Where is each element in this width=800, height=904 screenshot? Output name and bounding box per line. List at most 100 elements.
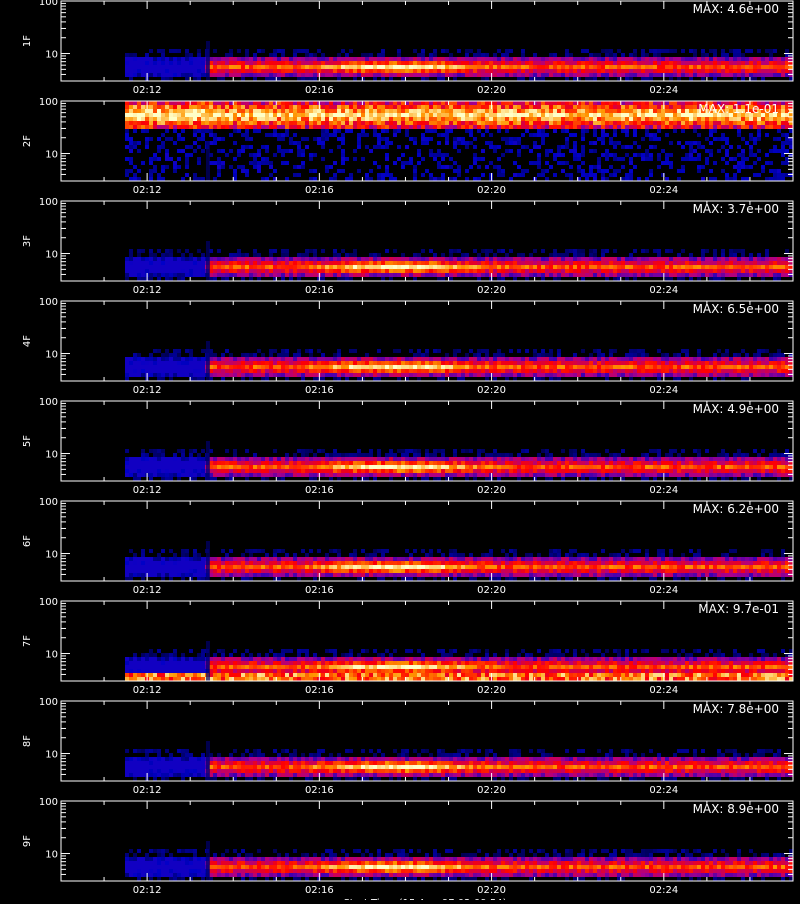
heat-cell — [593, 253, 597, 257]
heat-cell — [621, 261, 625, 265]
heat-cell — [145, 121, 149, 125]
heat-cell — [221, 137, 225, 141]
heat-cell — [229, 121, 233, 125]
heat-cell — [157, 117, 161, 121]
heat-cell — [473, 365, 477, 369]
heat-cell — [757, 61, 761, 65]
heat-cell — [141, 57, 145, 61]
heat-cell — [253, 157, 257, 161]
heat-cell — [581, 145, 585, 149]
heat-cell — [493, 373, 497, 377]
heat-cell — [137, 105, 141, 109]
heat-cell — [261, 377, 265, 381]
heat-cell — [157, 101, 161, 105]
heat-cell — [541, 113, 545, 117]
heat-cell — [333, 377, 337, 381]
heat-cell — [657, 165, 661, 169]
heat-cell — [125, 277, 129, 281]
heat-cell — [649, 73, 653, 77]
heat-cell — [465, 169, 469, 173]
heat-cell — [129, 361, 133, 365]
heat-cell — [609, 113, 613, 117]
heat-cell — [613, 133, 617, 137]
heatmap-cells — [125, 349, 793, 381]
heat-cell — [245, 129, 249, 133]
heat-cell — [401, 253, 405, 257]
heat-cell — [197, 69, 201, 73]
heat-cell — [429, 53, 433, 57]
heat-cell — [241, 365, 245, 369]
heat-cell — [441, 377, 445, 381]
heat-cell — [497, 69, 501, 73]
heat-cell — [293, 269, 297, 273]
heat-cell — [609, 73, 613, 77]
heat-cell — [297, 73, 301, 77]
heat-cell — [601, 269, 605, 273]
heat-cell — [129, 141, 133, 145]
heat-cell — [573, 253, 577, 257]
heat-cell — [457, 117, 461, 121]
heat-cell — [177, 101, 181, 105]
heat-cell — [629, 53, 633, 57]
heat-cell — [253, 361, 257, 365]
heat-cell — [125, 101, 129, 105]
heat-cell — [381, 113, 385, 117]
heat-cell — [737, 121, 741, 125]
heat-cell — [557, 261, 561, 265]
heat-cell — [345, 157, 349, 161]
heat-cell — [193, 121, 197, 125]
heat-cell — [437, 109, 441, 113]
heat-cell — [413, 277, 417, 281]
heat-cell — [773, 173, 777, 177]
heat-cell — [693, 101, 697, 105]
heat-cell — [453, 117, 457, 121]
heat-cell — [425, 369, 429, 373]
heat-cell — [661, 365, 665, 369]
heat-cell — [477, 273, 481, 277]
heat-cell — [485, 141, 489, 145]
heat-cell — [361, 53, 365, 57]
heat-cell — [757, 117, 761, 121]
heat-cell — [725, 141, 729, 145]
heat-cell — [429, 117, 433, 121]
heat-cell — [653, 69, 657, 73]
heat-cell — [385, 121, 389, 125]
heat-cell — [485, 77, 489, 81]
heat-cell — [769, 161, 773, 165]
heat-cell — [649, 61, 653, 65]
heat-cell — [333, 173, 337, 177]
heat-cell — [581, 133, 585, 137]
heat-cell — [457, 65, 461, 69]
heat-cell — [197, 61, 201, 65]
heat-cell — [625, 61, 629, 65]
heat-cell — [549, 65, 553, 69]
heat-cell — [501, 73, 505, 77]
heat-cell — [741, 273, 745, 277]
heat-cell — [601, 73, 605, 77]
heat-cell — [629, 273, 633, 277]
heat-cell — [557, 125, 561, 129]
heat-cell — [521, 77, 525, 81]
heat-cell — [305, 265, 309, 269]
heat-cell — [433, 57, 437, 61]
heat-cell — [509, 73, 513, 77]
heat-cell — [653, 365, 657, 369]
heat-cell — [725, 373, 729, 377]
heat-cell — [129, 369, 133, 373]
heat-cell — [573, 113, 577, 117]
heat-cell — [637, 269, 641, 273]
heat-cell — [253, 373, 257, 377]
heat-cell — [393, 261, 397, 265]
heat-cell — [649, 369, 653, 373]
heat-cell — [281, 53, 285, 57]
heat-cell — [229, 369, 233, 373]
heat-cell — [437, 373, 441, 377]
heat-cell — [189, 73, 193, 77]
heat-cell — [689, 269, 693, 273]
heat-cell — [501, 373, 505, 377]
heat-cell — [537, 173, 541, 177]
heat-cell — [649, 49, 653, 53]
heat-cell — [285, 269, 289, 273]
heat-cell — [561, 153, 565, 157]
